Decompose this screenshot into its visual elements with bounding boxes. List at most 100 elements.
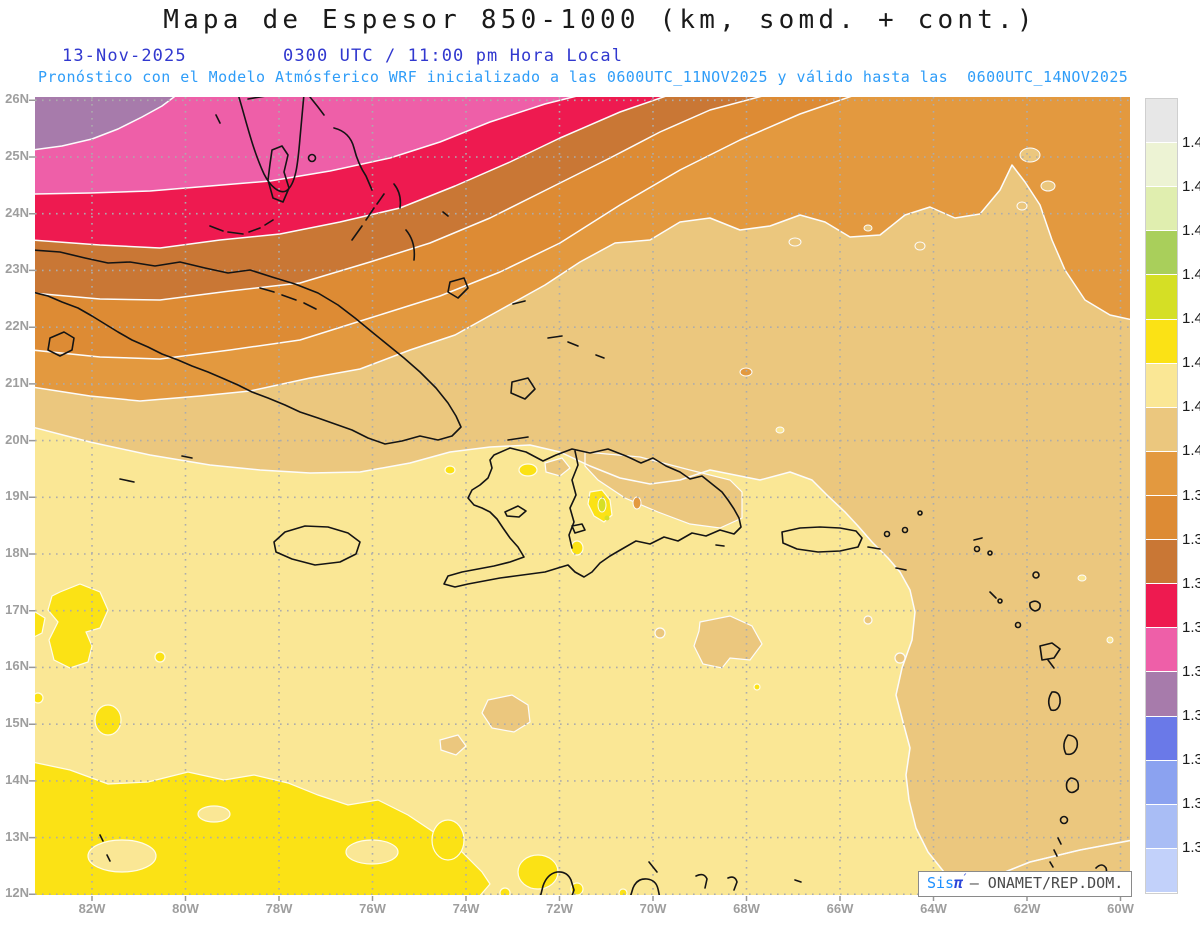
colorbar-segment bbox=[1146, 804, 1177, 849]
date-label: 13-Nov-2025 bbox=[62, 46, 187, 66]
colorbar-label: 1.446 bbox=[1182, 133, 1200, 151]
lon-tick-label: 60W bbox=[1107, 901, 1134, 916]
colorbar-label: 1.434 bbox=[1182, 221, 1200, 239]
orange-speck bbox=[739, 367, 753, 377]
colorbar-label: 1.404 bbox=[1182, 442, 1200, 460]
coast-florida-keys bbox=[209, 219, 274, 235]
coast-curacao bbox=[695, 873, 708, 889]
colorbar-label: 1.38 bbox=[1182, 618, 1200, 636]
colorbar-label: 1.386 bbox=[1182, 574, 1200, 592]
colorbar-label: 1.41 bbox=[1182, 398, 1200, 416]
colorbar-segment bbox=[1146, 716, 1177, 761]
time-label: 0300 UTC / 11:00 pm Hora Local bbox=[283, 46, 624, 66]
lat-tick-label: 15N bbox=[5, 715, 29, 731]
coast-grenadines bbox=[1049, 837, 1062, 868]
gridlines bbox=[35, 97, 1130, 895]
colorbar-segment bbox=[1146, 407, 1177, 452]
colorbar-segment bbox=[1146, 848, 1177, 893]
coast-hispaniola bbox=[443, 447, 742, 588]
colorbar-segment bbox=[1146, 540, 1177, 585]
lon-tick-label: 62W bbox=[1013, 901, 1041, 916]
watermark-pi: π bbox=[954, 874, 964, 892]
lat-tick-label: 26N bbox=[5, 91, 29, 107]
coast-montserrat bbox=[1014, 621, 1022, 629]
coast-lake-enriquillo bbox=[571, 523, 586, 534]
colorbar-label: 1.35 bbox=[1182, 839, 1200, 857]
watermark-sis: Sis bbox=[927, 874, 955, 892]
coast-st-thomas bbox=[883, 530, 891, 538]
colorbar bbox=[1145, 98, 1178, 894]
lat-tick-label: 21N bbox=[5, 374, 29, 390]
colorbar-label: 1.422 bbox=[1182, 310, 1200, 328]
lon-tick-label: 64W bbox=[920, 901, 947, 916]
coast-antigua bbox=[1029, 600, 1041, 612]
lat-tick-label: 20N bbox=[5, 431, 29, 447]
axis-ticks bbox=[29, 99, 1122, 901]
green-speck bbox=[604, 515, 610, 521]
coast-cayman bbox=[119, 455, 193, 483]
lat-tick-label: 22N bbox=[5, 318, 29, 334]
coast-haiti-dr-border bbox=[568, 450, 579, 549]
colorbar-segment bbox=[1146, 451, 1177, 496]
lon-tick-label: 76W bbox=[359, 901, 386, 916]
colorbar-segment bbox=[1146, 495, 1177, 541]
colorbar-label: 1.428 bbox=[1182, 265, 1200, 283]
lon-tick-label: 66W bbox=[826, 901, 854, 916]
coast-bonaire bbox=[727, 876, 738, 891]
coast-cuba bbox=[35, 249, 462, 445]
lon-tick-label: 82W bbox=[78, 901, 106, 916]
lat-tick-label: 14N bbox=[5, 771, 29, 787]
watermark-pi-accent: ´ bbox=[961, 872, 968, 885]
coast-st-lucia bbox=[1065, 777, 1080, 794]
map-title: Mapa de Espesor 850-1000 (km, somd. + co… bbox=[163, 5, 1037, 35]
orange-speck bbox=[632, 496, 642, 510]
colorbar-label: 1.374 bbox=[1182, 662, 1200, 680]
colorbar-label: 1.368 bbox=[1182, 707, 1200, 725]
coast-vieques bbox=[867, 546, 907, 571]
coast-guajira bbox=[539, 871, 575, 895]
colorbar-segment bbox=[1146, 319, 1177, 364]
coast-tortue bbox=[507, 436, 529, 441]
watermark-org: – ONAMET/REP.DOM. bbox=[969, 874, 1124, 892]
coast-st-martin bbox=[973, 545, 981, 553]
lat-tick-label: 13N bbox=[5, 828, 29, 844]
lat-tick-label: 18N bbox=[5, 545, 29, 560]
coast-aruba bbox=[648, 861, 658, 873]
lat-tick-label: 24N bbox=[5, 204, 29, 220]
coast-guadeloupe bbox=[1039, 642, 1061, 669]
coast-st-barth bbox=[987, 550, 993, 556]
coast-gonave bbox=[504, 505, 527, 518]
colorbar-segment bbox=[1146, 363, 1177, 408]
coast-isla-juventud bbox=[47, 331, 75, 357]
lat-tick-label: 17N bbox=[5, 601, 29, 617]
coast-cuba-cays bbox=[259, 287, 317, 310]
sandy-specks bbox=[788, 147, 1056, 251]
coast-dominica bbox=[1047, 691, 1061, 712]
coast-anegada bbox=[917, 510, 923, 516]
colorbar-segment bbox=[1146, 584, 1177, 629]
colorbar-label: 1.44 bbox=[1182, 177, 1200, 195]
lon-tick-label: 78W bbox=[265, 901, 293, 916]
coast-st-vincent bbox=[1059, 815, 1069, 825]
lat-tick-label: 16N bbox=[5, 658, 29, 674]
coast-puerto-rico bbox=[781, 526, 863, 553]
coast-paraguana bbox=[630, 878, 661, 895]
coast-jamaica bbox=[273, 525, 361, 566]
colorbar-segment bbox=[1146, 143, 1177, 188]
lat-tick-label: 12N bbox=[5, 885, 29, 901]
lat-tick-label: 19N bbox=[5, 488, 29, 504]
lat-tick-label: 25N bbox=[5, 148, 29, 163]
coast-nevis bbox=[997, 598, 1003, 604]
coast-providencia bbox=[99, 834, 111, 862]
watermark: Sisπ´ – ONAMET/REP.DOM. bbox=[918, 871, 1133, 897]
coast-st-kitts bbox=[989, 591, 997, 599]
colorbar-segment bbox=[1146, 99, 1177, 144]
green-speck bbox=[597, 497, 607, 513]
colorbar-label: 1.398 bbox=[1182, 486, 1200, 504]
coast-las-aves bbox=[794, 879, 802, 883]
lon-tick-label: 72W bbox=[546, 901, 573, 916]
coast-tortola bbox=[901, 526, 909, 534]
colorbar-segment bbox=[1146, 231, 1177, 276]
